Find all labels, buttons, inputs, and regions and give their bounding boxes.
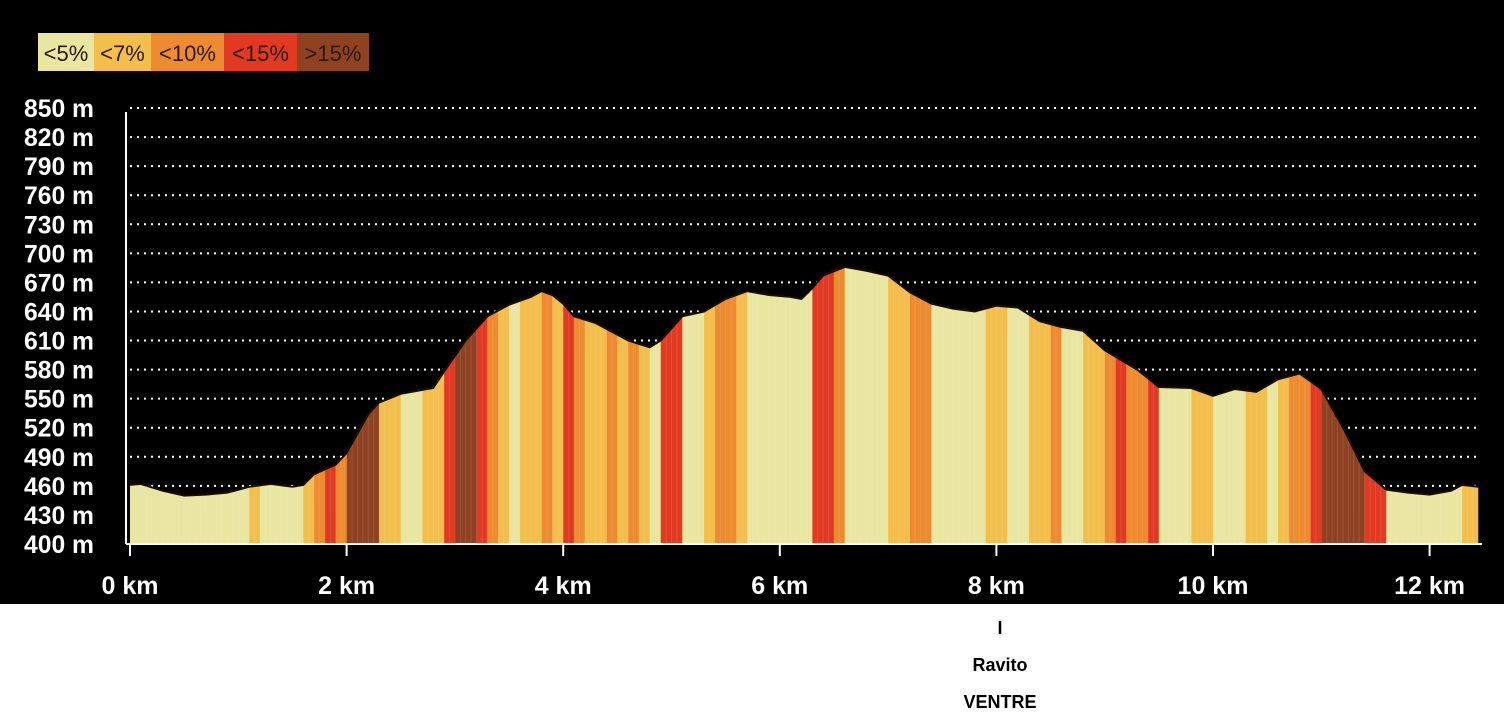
y-tick-label: 460 m bbox=[24, 473, 94, 501]
gradient-segment bbox=[563, 266, 575, 544]
y-tick-label: 790 m bbox=[24, 153, 94, 181]
y-tick-label: 670 m bbox=[24, 269, 94, 297]
gradient-segment bbox=[844, 266, 889, 544]
gradient-segment bbox=[1050, 266, 1062, 544]
profile-outline bbox=[129, 265, 1479, 497]
waypoint-label: Ravito bbox=[972, 655, 1028, 675]
gradient-segment bbox=[736, 266, 748, 544]
gradient-segment bbox=[1267, 266, 1279, 544]
gradient-segment bbox=[931, 266, 954, 544]
gradient-segment bbox=[1148, 266, 1160, 544]
x-tick-label: 12 km bbox=[1394, 572, 1465, 600]
waypoint-marker: I bbox=[997, 618, 1003, 638]
gradient-segment bbox=[249, 266, 261, 544]
y-tick-label: 760 m bbox=[24, 182, 94, 210]
y-tick-label: 640 m bbox=[24, 298, 94, 326]
y-tick-label: 610 m bbox=[24, 328, 94, 356]
gradient-segment bbox=[1061, 266, 1084, 544]
gradient-segment bbox=[649, 266, 662, 544]
legend-label: <15% bbox=[232, 41, 289, 66]
y-tick-label: 580 m bbox=[24, 357, 94, 385]
legend-swatch bbox=[297, 33, 369, 71]
gradient-segment bbox=[1007, 266, 1030, 544]
legend-swatch bbox=[151, 33, 224, 71]
gradient-segment bbox=[1028, 266, 1052, 544]
y-tick-label: 850 m bbox=[24, 95, 94, 123]
gradient-segment bbox=[703, 266, 716, 544]
y-tick-label: 400 m bbox=[24, 531, 94, 559]
y-tick-label: 520 m bbox=[24, 415, 94, 443]
y-tick-label: 490 m bbox=[24, 444, 94, 472]
gradient-segment bbox=[130, 266, 250, 544]
x-tick-label: 10 km bbox=[1178, 572, 1249, 600]
gradient-segment bbox=[1310, 266, 1322, 544]
gradient-segment bbox=[1115, 266, 1127, 544]
x-tick-label: 0 km bbox=[102, 572, 159, 600]
gradient-segment bbox=[444, 266, 456, 544]
profile-area bbox=[130, 266, 1479, 544]
x-tick-label: 2 km bbox=[318, 572, 375, 600]
gradient-segment bbox=[519, 266, 543, 544]
gradient-segment bbox=[747, 266, 813, 544]
legend-label: >15% bbox=[305, 41, 362, 66]
gradient-segment bbox=[628, 266, 640, 544]
gradient-segment bbox=[812, 266, 835, 544]
gradient-segment bbox=[584, 266, 608, 544]
gradient-segment bbox=[1104, 266, 1117, 544]
gradient-segment bbox=[498, 266, 510, 544]
legend-swatch bbox=[224, 33, 297, 71]
gradient-segment bbox=[953, 266, 987, 544]
y-tick-label: 730 m bbox=[24, 211, 94, 239]
y-tick-label: 550 m bbox=[24, 386, 94, 414]
x-tick-label: 6 km bbox=[751, 572, 808, 600]
gradient-segment bbox=[574, 266, 586, 544]
gradient-segment bbox=[985, 266, 1008, 544]
gradient-segment bbox=[1364, 266, 1387, 544]
gradient-segment bbox=[476, 266, 488, 544]
y-tick-label: 700 m bbox=[24, 240, 94, 268]
gradient-segment bbox=[617, 266, 629, 544]
gradient-segment bbox=[1277, 266, 1290, 544]
gradient-segment bbox=[552, 266, 564, 544]
gradient-segment bbox=[660, 266, 683, 544]
gradient-segment bbox=[682, 266, 705, 544]
gradient-segment bbox=[541, 266, 553, 544]
waypoint-name: VENTRE bbox=[963, 692, 1037, 712]
elevation-chart: <5% <7% <10% <15% >15% 850 m 820 m 790 m 760 m 73… bbox=[0, 0, 1504, 604]
x-tick-label: 4 km bbox=[535, 572, 592, 600]
legend-label: <10% bbox=[159, 41, 216, 66]
y-tick-label: 430 m bbox=[24, 502, 94, 530]
gradient-segment bbox=[606, 266, 618, 544]
gradient-segment bbox=[909, 266, 932, 544]
gradient-segment bbox=[888, 266, 911, 544]
legend-label: <5% bbox=[44, 41, 89, 66]
legend-label: <7% bbox=[100, 41, 145, 66]
gradient-segment bbox=[714, 266, 737, 544]
gradient-segment bbox=[1462, 266, 1479, 544]
y-tick-label: 820 m bbox=[24, 124, 94, 152]
gradient-segment bbox=[259, 266, 304, 544]
x-tick-label: 8 km bbox=[968, 572, 1025, 600]
legend-swatch bbox=[94, 33, 151, 71]
gradient-segment bbox=[487, 266, 499, 544]
gradient-segment bbox=[1386, 266, 1463, 544]
gradient-segment bbox=[833, 266, 846, 544]
gradient-segment bbox=[639, 266, 651, 544]
gradient-segment bbox=[509, 266, 521, 544]
legend-swatch bbox=[38, 33, 94, 71]
